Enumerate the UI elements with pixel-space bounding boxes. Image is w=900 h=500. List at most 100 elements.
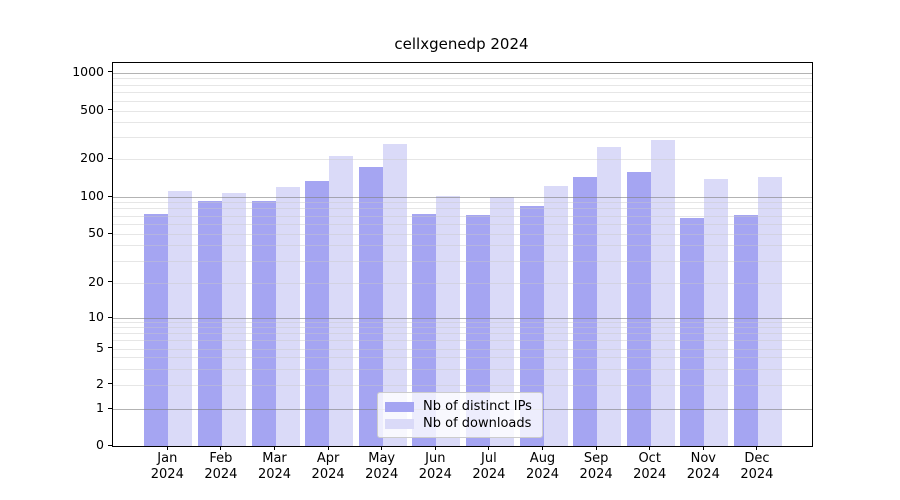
x-tick-mark [542, 446, 543, 450]
legend-swatch-downloads-icon [385, 418, 414, 429]
gridline-minor [113, 260, 812, 262]
gridline-minor [113, 340, 812, 342]
y-tick-mark [108, 347, 112, 349]
x-tick-year: 2024 [686, 467, 720, 482]
y-tick-label: 1000 [72, 63, 104, 79]
x-tick-month: Jan [157, 451, 178, 466]
bar-distinct-ips-jan [144, 213, 169, 446]
x-tick-year: 2024 [633, 467, 667, 482]
x-tick-year: 2024 [472, 467, 506, 482]
gridline-minor [113, 137, 812, 139]
x-tick-mark [327, 446, 329, 450]
x-tick-label: May 2024 [342, 451, 422, 483]
bar-distinct-ips-nov [680, 218, 705, 446]
y-tick-mark [108, 109, 112, 111]
bar-distinct-ips-sep [573, 176, 598, 446]
x-tick-label: Nov 2024 [663, 451, 743, 483]
gridline-major [113, 317, 812, 319]
bar-distinct-ips-mar [251, 201, 276, 446]
gridline-minor [113, 233, 812, 235]
gridline-minor [113, 84, 812, 86]
y-tick-label: 500 [80, 101, 104, 117]
x-tick-label: Jun 2024 [395, 451, 475, 483]
x-tick-mark [166, 446, 168, 450]
y-tick-mark [108, 383, 112, 385]
bar-downloads-dec [757, 176, 782, 446]
gridline-minor [113, 322, 812, 324]
gridline-major [113, 72, 812, 74]
bar-downloads-feb [221, 192, 246, 446]
y-tick-label: 10 [88, 309, 104, 324]
gridline-minor [113, 245, 812, 247]
legend-swatch-distinct-ips-icon [385, 401, 414, 412]
y-tick-label: 20 [88, 273, 104, 289]
bar-downloads-sep [597, 146, 622, 446]
y-tick-label: 100 [80, 188, 104, 203]
gridline-minor [113, 122, 812, 124]
x-tick-year: 2024 [418, 467, 452, 482]
x-tick-month: Dec [744, 451, 770, 466]
bar-downloads-aug [543, 186, 568, 446]
x-tick-year: 2024 [365, 467, 399, 482]
legend-label-downloads: Nb of downloads [423, 416, 532, 431]
gridline-minor [113, 348, 812, 350]
y-tick-label: 50 [88, 225, 104, 240]
bar-distinct-ips-oct [626, 171, 651, 446]
gridline-minor [113, 368, 812, 370]
gridline-minor [113, 282, 812, 284]
y-tick-label: 1 [96, 400, 104, 415]
legend-entry-distinct-ips: Nb of distinct IPs [385, 398, 542, 415]
x-tick-mark [434, 446, 436, 450]
x-tick-mark [381, 446, 383, 450]
gridline-minor [113, 208, 812, 210]
y-tick-label: 0 [96, 437, 104, 452]
gridline-major [113, 196, 812, 198]
gridline-minor [113, 202, 812, 204]
bar-downloads-mar [275, 186, 300, 446]
gridline-minor [113, 333, 812, 335]
x-tick-label: Mar 2024 [235, 451, 315, 483]
y-tick-mark [108, 157, 112, 159]
x-tick-label: Feb 2024 [181, 451, 261, 483]
x-tick-mark [488, 446, 490, 450]
gridline-minor [113, 384, 812, 386]
y-tick-label: 2 [96, 375, 104, 391]
bar-distinct-ips-feb [197, 201, 222, 446]
x-tick-year: 2024 [257, 467, 292, 482]
gridline-minor [113, 100, 812, 102]
y-tick-mark [108, 232, 112, 234]
y-tick-mark [108, 444, 112, 446]
x-tick-label: Dec 2024 [717, 451, 797, 483]
plot-area [112, 62, 813, 447]
gridline-minor [113, 92, 812, 94]
x-tick-year: 2024 [204, 467, 238, 482]
x-tick-label: Aug 2024 [503, 451, 583, 483]
x-tick-year: 2024 [311, 467, 345, 482]
y-tick-mark [108, 316, 112, 318]
y-tick-label: 5 [96, 339, 104, 355]
x-tick-month: Aug [529, 451, 556, 466]
x-tick-month: Oct [638, 451, 661, 466]
x-tick-label: Sep 2024 [556, 451, 636, 483]
x-tick-month: Mar [262, 451, 287, 466]
x-tick-month: May [368, 451, 396, 466]
x-tick-month: Jun [425, 451, 446, 466]
x-tick-month: Sep [583, 451, 609, 466]
x-tick-label: Oct 2024 [610, 451, 690, 483]
x-tick-month: Feb [209, 451, 233, 466]
x-tick-month: Nov [690, 451, 716, 466]
gridline-minor [113, 110, 812, 112]
gridline-minor [113, 357, 812, 359]
x-tick-year: 2024 [740, 467, 774, 482]
legend: Nb of distinct IPs Nb of downloads [377, 392, 543, 438]
gridline-minor [113, 78, 812, 80]
gridline-minor [113, 223, 812, 225]
x-tick-year: 2024 [579, 467, 613, 482]
bar-downloads-nov [704, 178, 729, 446]
x-tick-year: 2024 [150, 467, 184, 482]
legend-entry-downloads: Nb of downloads [385, 415, 542, 432]
gridline-minor [113, 215, 812, 217]
bar-distinct-ips-apr [305, 180, 330, 446]
x-tick-mark [274, 446, 275, 450]
